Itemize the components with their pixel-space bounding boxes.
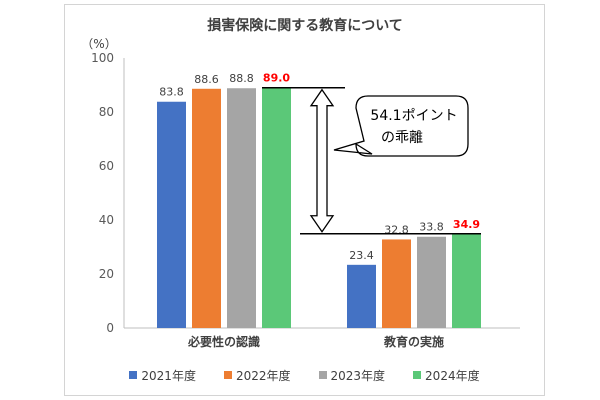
y-tick-label: 60 [99,159,114,173]
gap-double-arrow [309,88,335,233]
bar-value-label: 88.8 [229,72,254,85]
bar [157,101,186,329]
bar [452,233,481,328]
legend: 2021年度 2022年度 2023年度 2024年度 [64,362,545,388]
bar [382,239,411,328]
y-tick-label: 40 [99,213,114,227]
bar [227,88,256,329]
gap-callout-line2: の乖離 [381,129,423,146]
legend-swatch [129,371,138,379]
bar-value-label: 23.4 [349,249,374,262]
legend-label: 2023年度 [330,368,386,383]
legend-item: 2022年度 [223,367,291,384]
y-axis-unit: （%） [81,37,116,51]
legend-label: 2024年度 [425,368,480,383]
legend-label: 2021年度 [141,368,196,383]
y-tick-label: 20 [99,267,114,281]
bar [262,87,291,328]
y-tick-label: 100 [91,51,114,65]
legend-swatch [318,371,327,379]
chart-title: 損害保険に関する教育について [207,17,403,34]
bar-value-label: 33.8 [419,221,444,234]
y-tick-label: 0 [106,321,114,335]
legend-item: 2024年度 [413,367,480,384]
legend-swatch [223,371,232,379]
bars-group [157,87,481,329]
y-axis-ticks: 0 20 40 60 80 100 [91,51,114,335]
bar [347,264,376,328]
bar-value-label: 83.8 [159,86,184,99]
y-tick-label: 80 [99,105,114,119]
bar [192,88,221,328]
x-category-label: 必要性の認識 [187,334,260,349]
gap-callout-box [333,95,469,157]
category-labels-group: 必要性の認識 教育の実施 [187,334,444,349]
gap-callout-line1: 54.1ポイント [370,108,457,124]
value-labels-group: 83.888.6 88.8 89.023.432.8 33.8 34.9 [159,72,480,262]
bar [417,236,446,328]
bar-value-label: 89.0 [263,72,290,85]
x-category-label: 教育の実施 [383,334,444,349]
legend-swatch [413,371,422,379]
legend-item: 2023年度 [318,367,386,384]
chart-frame [64,4,545,396]
legend-item: 2021年度 [129,367,196,384]
legend-label: 2022年度 [235,368,291,383]
bar-value-label: 34.9 [453,218,480,231]
bar-value-label: 88.6 [194,73,219,86]
